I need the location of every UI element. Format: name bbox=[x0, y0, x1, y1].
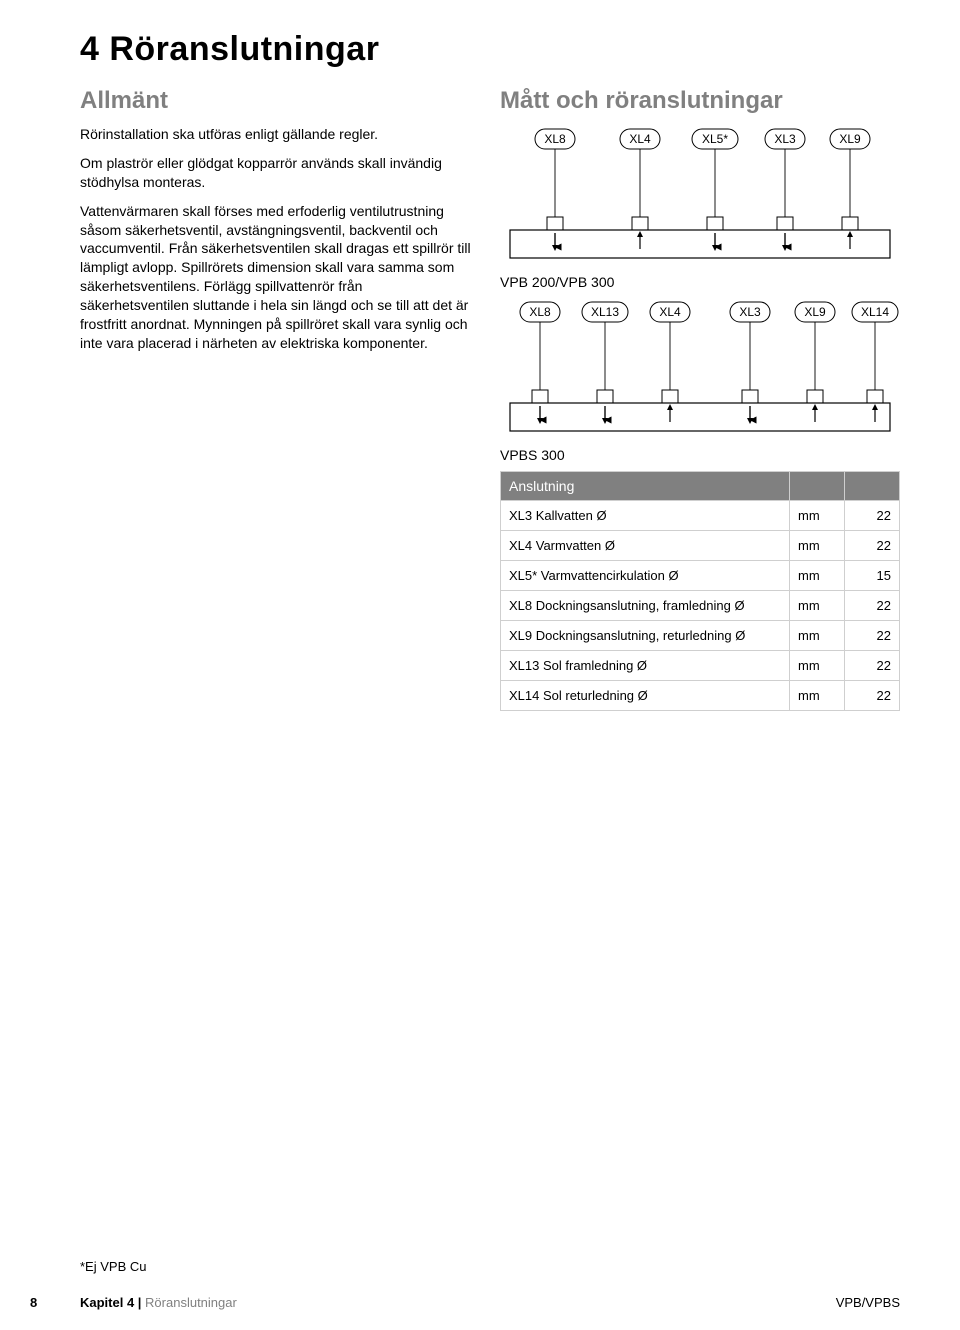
conn-value: 22 bbox=[845, 651, 900, 681]
conn-name: XL14 Sol returledning Ø bbox=[501, 681, 790, 711]
footer-chapter: Kapitel 4 | Röranslutningar bbox=[80, 1295, 836, 1310]
diagram-vpbs: XL8 XL13 XL4 XL3 XL9 XL14 bbox=[500, 298, 900, 433]
paragraph: Rörinstallation ska utföras enligt gälla… bbox=[80, 125, 472, 144]
conn-name: XL4 Varmvatten Ø bbox=[501, 531, 790, 561]
subheading-measurements: Mått och röranslutningar bbox=[500, 87, 900, 115]
conn-value: 22 bbox=[845, 621, 900, 651]
conn-unit: mm bbox=[790, 591, 845, 621]
table-row: XL3 Kallvatten Ømm22 bbox=[501, 501, 900, 531]
left-column: Allmänt Rörinstallation ska utföras enli… bbox=[80, 87, 472, 711]
svg-text:XL4: XL4 bbox=[629, 132, 651, 146]
conn-name: XL9 Dockningsanslutning, returledning Ø bbox=[501, 621, 790, 651]
conn-name: XL8 Dockningsanslutning, framledning Ø bbox=[501, 591, 790, 621]
conn-unit: mm bbox=[790, 561, 845, 591]
svg-text:XL13: XL13 bbox=[591, 305, 619, 319]
conn-unit: mm bbox=[790, 501, 845, 531]
conn-name: XL13 Sol framledning Ø bbox=[501, 651, 790, 681]
table-row: XL5* Varmvattencirkulation Ømm15 bbox=[501, 561, 900, 591]
page-footer: 8 Kapitel 4 | Röranslutningar VPB/VPBS bbox=[0, 1295, 960, 1310]
svg-text:XL9: XL9 bbox=[839, 132, 861, 146]
conn-value: 22 bbox=[845, 531, 900, 561]
table-row: XL13 Sol framledning Ømm22 bbox=[501, 651, 900, 681]
svg-text:XL8: XL8 bbox=[529, 305, 551, 319]
paragraph: Vattenvärmaren skall förses med erfoderl… bbox=[80, 202, 472, 353]
subheading-general: Allmänt bbox=[80, 87, 472, 115]
conn-unit: mm bbox=[790, 621, 845, 651]
footer-chapter-grey: Röranslutningar bbox=[145, 1295, 237, 1310]
paragraph: Om plaströr eller glödgat kopparrör anvä… bbox=[80, 154, 472, 192]
diagram-vpb: XL8 XL4 XL5* XL3 XL9 bbox=[500, 125, 900, 260]
svg-text:XL4: XL4 bbox=[659, 305, 681, 319]
table-row: XL9 Dockningsanslutning, returledning Øm… bbox=[501, 621, 900, 651]
conn-value: 22 bbox=[845, 501, 900, 531]
conn-unit: mm bbox=[790, 681, 845, 711]
page-title: 4 Röranslutningar bbox=[80, 30, 900, 69]
footer-chapter-bold: Kapitel 4 | bbox=[80, 1295, 145, 1310]
svg-text:XL3: XL3 bbox=[774, 132, 796, 146]
conn-value: 15 bbox=[845, 561, 900, 591]
table-header-empty bbox=[790, 472, 845, 501]
svg-text:XL3: XL3 bbox=[739, 305, 761, 319]
right-column: Mått och röranslutningar XL8XL4XL5*XL3XL… bbox=[500, 87, 900, 711]
svg-text:XL5*: XL5* bbox=[702, 132, 728, 146]
diagram-caption: VPB 200/VPB 300 bbox=[500, 274, 900, 290]
conn-unit: mm bbox=[790, 531, 845, 561]
table-header-empty bbox=[845, 472, 900, 501]
conn-unit: mm bbox=[790, 651, 845, 681]
svg-text:XL14: XL14 bbox=[861, 305, 889, 319]
conn-name: XL3 Kallvatten Ø bbox=[501, 501, 790, 531]
table-header: Anslutning bbox=[501, 472, 790, 501]
svg-text:XL9: XL9 bbox=[804, 305, 826, 319]
conn-value: 22 bbox=[845, 681, 900, 711]
conn-name: XL5* Varmvattencirkulation Ø bbox=[501, 561, 790, 591]
table-row: XL8 Dockningsanslutning, framledning Ømm… bbox=[501, 591, 900, 621]
page-number: 8 bbox=[30, 1295, 80, 1310]
footer-product: VPB/VPBS bbox=[836, 1295, 900, 1310]
footnote: *Ej VPB Cu bbox=[80, 1259, 146, 1274]
table-row: XL14 Sol returledning Ømm22 bbox=[501, 681, 900, 711]
connections-table: Anslutning XL3 Kallvatten Ømm22XL4 Varmv… bbox=[500, 471, 900, 711]
svg-text:XL8: XL8 bbox=[544, 132, 566, 146]
table-row: XL4 Varmvatten Ømm22 bbox=[501, 531, 900, 561]
diagram-caption: VPBS 300 bbox=[500, 447, 900, 463]
conn-value: 22 bbox=[845, 591, 900, 621]
